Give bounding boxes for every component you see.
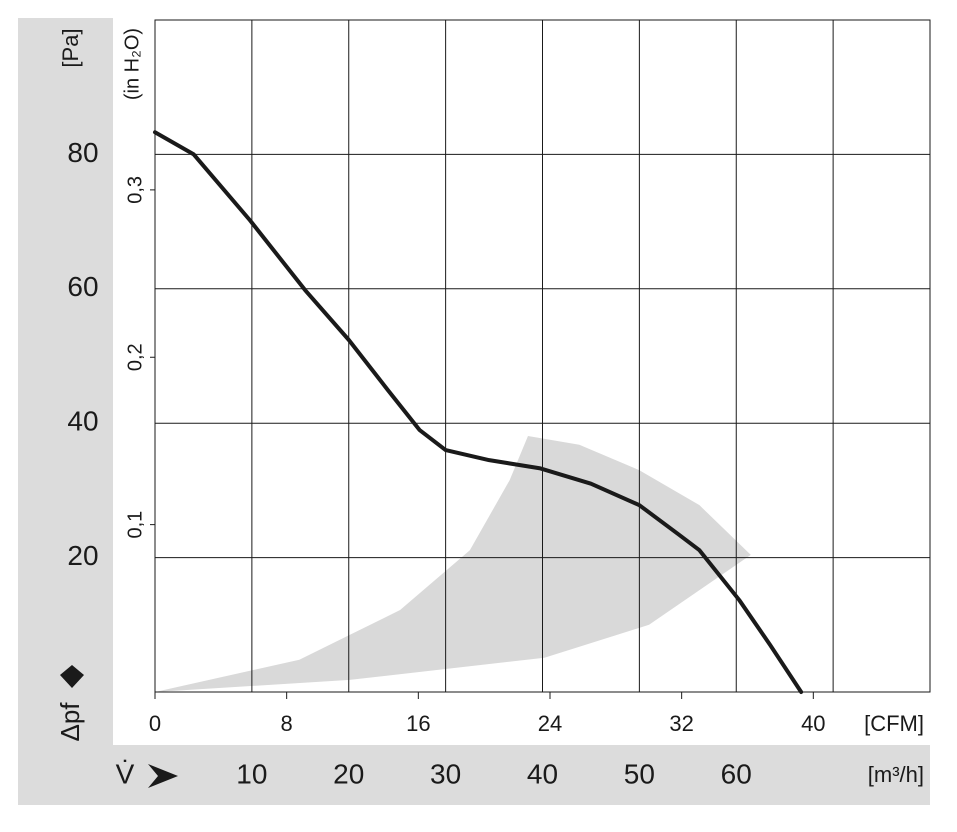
curve xyxy=(153,130,804,694)
x-tick-label: 30 xyxy=(430,758,461,789)
side-band xyxy=(18,18,113,805)
operating-region xyxy=(155,435,751,692)
y-tick-label: 20 xyxy=(67,540,98,571)
x-title: V̇ xyxy=(116,758,135,789)
y2-tick-label: 0,1 xyxy=(124,511,146,539)
x-unit: [m³/h] xyxy=(868,762,924,787)
x2-tick-label: 8 xyxy=(281,711,293,736)
x2-tick-label: 24 xyxy=(538,711,562,736)
y-tick-label: 80 xyxy=(67,137,98,168)
x2-tick-label: 32 xyxy=(669,711,693,736)
bottom-band xyxy=(18,745,930,805)
y2-tick-label: 0,2 xyxy=(124,343,146,371)
y-title: Δpf xyxy=(55,702,85,742)
y2-tick-label: 0,3 xyxy=(124,176,146,204)
x2-tick-label: 16 xyxy=(406,711,430,736)
x2-unit: [CFM] xyxy=(864,711,924,736)
x2-tick-label: 40 xyxy=(801,711,825,736)
y-tick-label: 40 xyxy=(67,406,98,437)
x-arrow xyxy=(148,764,178,788)
y-unit: [Pa] xyxy=(58,28,83,67)
x-tick-label: 60 xyxy=(721,758,752,789)
y-arrow xyxy=(60,665,84,688)
y-tick-label: 60 xyxy=(67,271,98,302)
x-tick-label: 40 xyxy=(527,758,558,789)
x-tick-label: 20 xyxy=(333,758,364,789)
x-tick-label: 10 xyxy=(236,758,267,789)
x-tick-label: 50 xyxy=(624,758,655,789)
x2-tick-label: 0 xyxy=(149,711,161,736)
y2-unit: (in H₂O) xyxy=(121,28,143,100)
